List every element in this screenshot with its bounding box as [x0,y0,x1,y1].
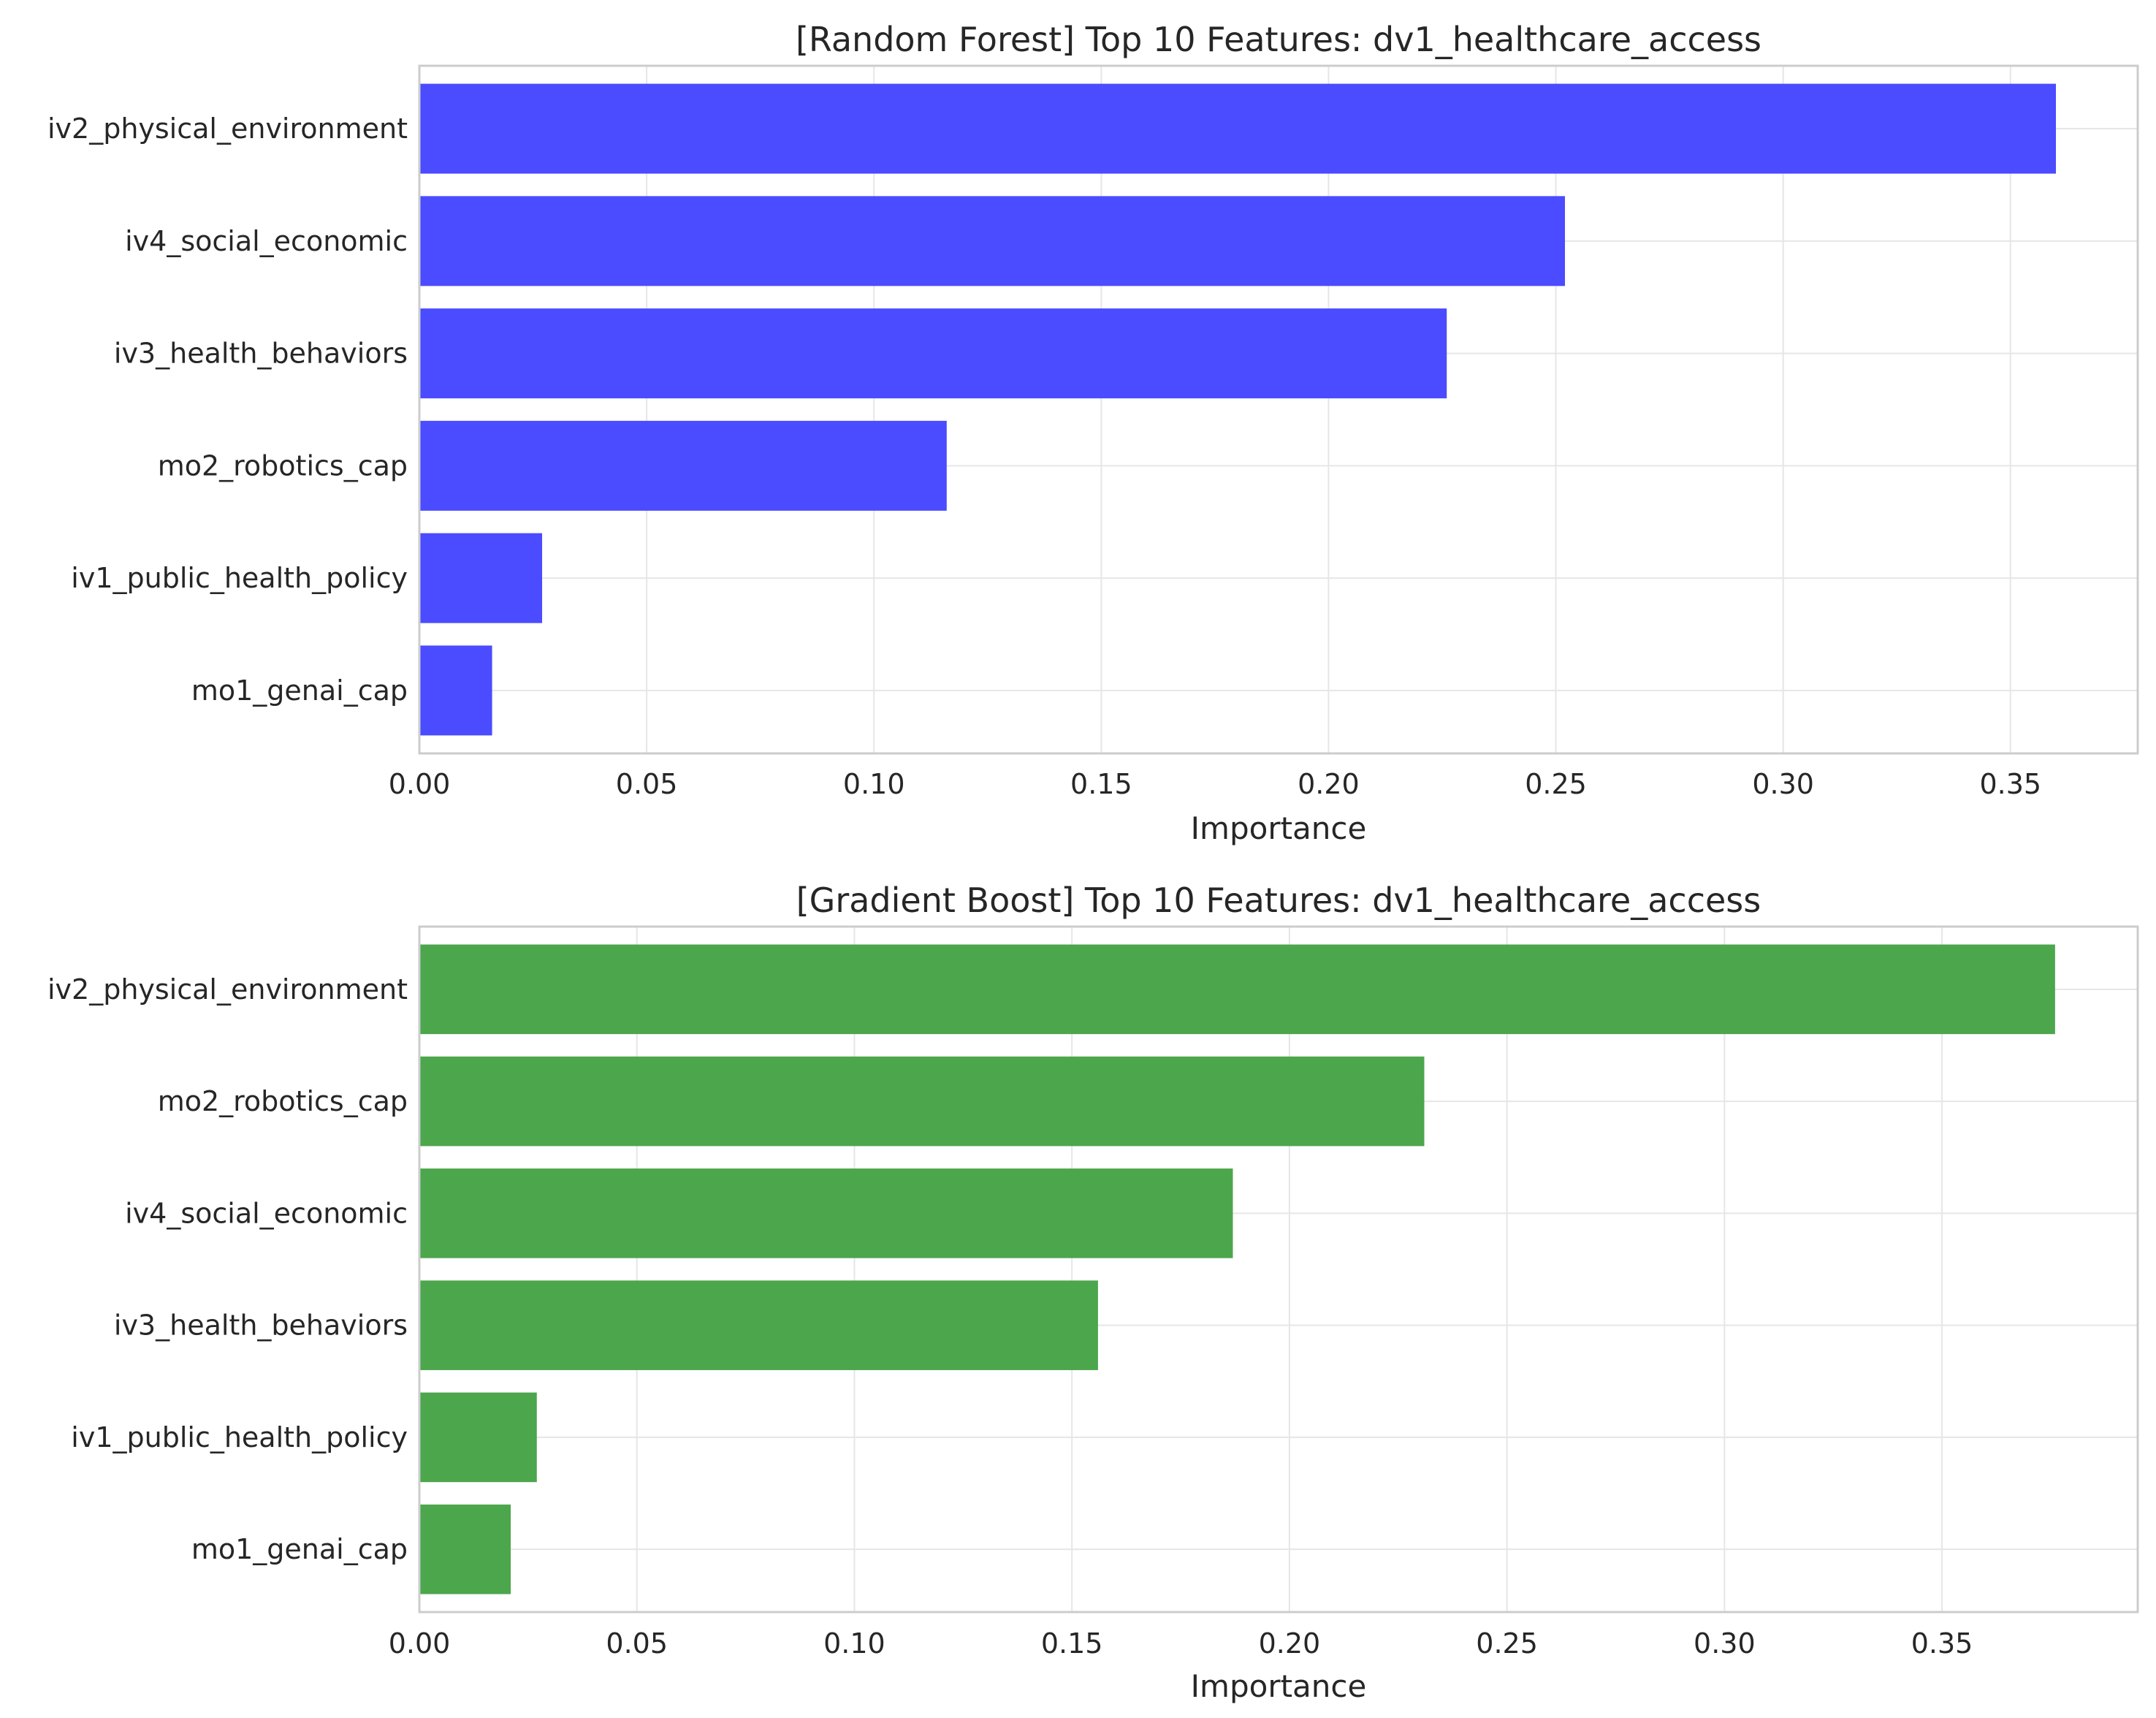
y-tick-label: iv2_physical_environment [47,113,408,145]
y-tick-label: mo2_robotics_cap [158,449,408,482]
bar-mo1_genai_cap [419,1504,511,1595]
y-tick-label: mo1_genai_cap [191,1533,408,1565]
y-tick-label: iv4_social_economic [125,1197,408,1229]
bar-iv1_public_health_policy [419,533,542,623]
bar-mo2_robotics_cap [419,1056,1425,1147]
x-tick-label: 0.00 [389,768,451,800]
y-tick-label: mo2_robotics_cap [158,1085,408,1117]
bar-mo1_genai_cap [419,645,492,736]
random-forest-chart: iv2_physical_environment iv4_social_econo… [47,20,2139,846]
x-axis-label: Importance [1191,1668,1367,1704]
x-tick-label: 0.35 [1911,1627,1973,1660]
x-tick-label: 0.25 [1476,1627,1538,1660]
y-tick-label: iv2_physical_environment [47,973,408,1006]
x-tick-label: 0.20 [1259,1627,1321,1660]
x-tick-label: 0.15 [1041,1627,1103,1660]
x-tick-label: 0.25 [1525,768,1587,800]
bar-iv3_health_behaviors [419,1280,1098,1370]
x-tick-label: 0.10 [823,1627,885,1660]
bar-iv2_physical_environment [419,944,2055,1035]
chart-title: [Random Forest] Top 10 Features: dv1_hea… [796,20,1761,59]
bar-iv4_social_economic [419,196,1565,286]
x-tick-label: 0.05 [606,1627,668,1660]
x-tick-label: 0.30 [1752,768,1814,800]
bar-iv4_social_economic [419,1168,1233,1258]
bar-iv1_public_health_policy [419,1392,537,1483]
x-tick-label: 0.10 [843,768,905,800]
gradient-boost-chart: iv2_physical_environment mo2_robotics_cap… [47,881,2139,1704]
x-tick-label: 0.15 [1070,768,1132,800]
bar-iv2_physical_environment [419,83,2056,174]
x-tick-label: 0.20 [1298,768,1360,800]
y-tick-label: mo1_genai_cap [191,674,408,707]
x-tick-label: 0.00 [389,1627,451,1660]
y-tick-label: iv1_public_health_policy [71,562,408,594]
y-tick-label: iv3_health_behaviors [114,1310,408,1342]
chart-title: [Gradient Boost] Top 10 Features: dv1_he… [796,881,1761,920]
x-axis-label: Importance [1191,810,1367,846]
bar-iv3_health_behaviors [419,308,1447,399]
x-tick-label: 0.30 [1694,1627,1756,1660]
x-tick-label: 0.35 [1979,768,2041,800]
y-tick-label: iv1_public_health_policy [71,1421,408,1453]
bar-mo2_robotics_cap [419,420,947,511]
y-tick-label: iv3_health_behaviors [114,338,408,370]
plot-frame [418,925,2139,1614]
plot-frame [418,64,2139,755]
x-tick-label: 0.05 [616,768,678,800]
y-tick-label: iv4_social_economic [125,225,408,257]
